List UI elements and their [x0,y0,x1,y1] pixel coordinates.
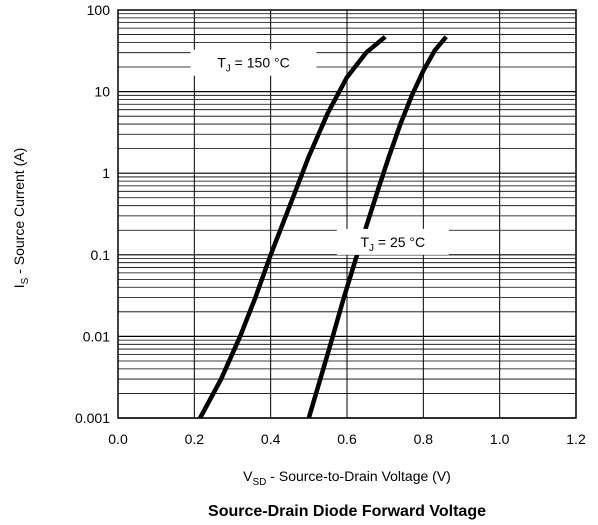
x-axis-label: VSD - Source-to-Drain Voltage (V) [243,468,451,488]
grid [117,10,577,419]
y-tick-label: 10 [94,84,110,100]
series-layer [198,35,448,420]
plot-frame [117,9,577,419]
y-axis-label: IS - Source Current (A) [11,148,31,289]
series-label-tj-150c: TJ = 150 °C [217,55,289,75]
x-tick-label: 0.6 [337,431,357,447]
x-tick-label: 0.4 [261,431,281,447]
series-line-tj-150c [198,35,387,420]
x-tick-label: 1.0 [490,431,510,447]
x-tick-label: 0.8 [414,431,434,447]
y-tick-label: 0.1 [91,247,111,263]
series-label-bg [336,228,449,255]
x-tick-label: 0.2 [185,431,205,447]
x-tick-label: 0.0 [108,431,128,447]
x-tick-labels: 0.0 0.2 0.4 0.6 0.8 1.0 1.2 [108,431,586,447]
y-tick-label: 100 [87,2,111,18]
series-label-bg [190,49,317,76]
y-tick-label: 0.01 [83,328,110,344]
series-label-tj-25c: TJ = 25 °C [360,234,425,254]
y-tick-label: 1 [102,165,110,181]
chart-title: Source-Drain Diode Forward Voltage [208,503,486,520]
x-tick-label: 1.2 [566,431,586,447]
y-tick-label: 0.001 [75,410,110,426]
series-line-tj-25c [306,35,448,419]
y-tick-labels: 0.001 0.01 0.1 1 10 100 [75,2,110,426]
annotations: TJ = 150 °C TJ = 25 °C [190,49,449,255]
